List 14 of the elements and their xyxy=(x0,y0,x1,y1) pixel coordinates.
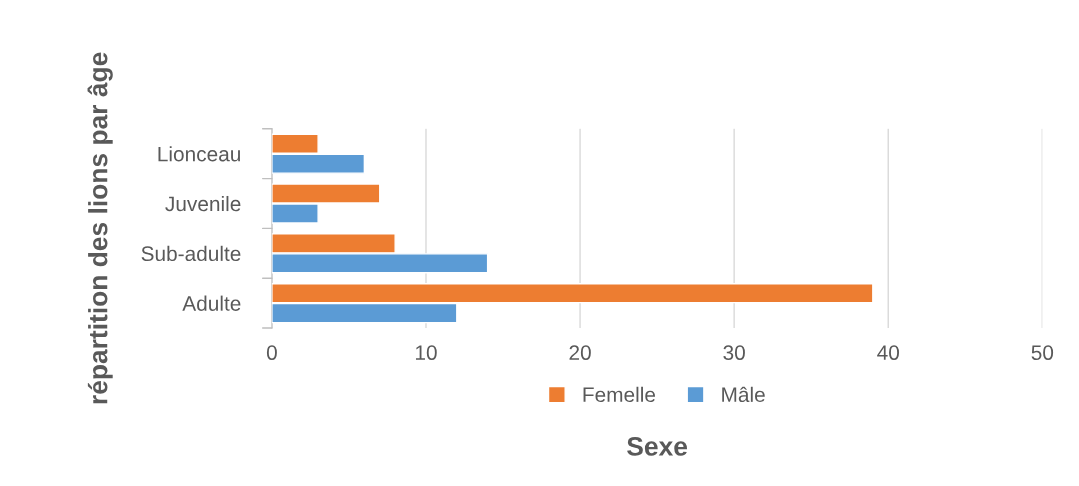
x-tick-label: 50 xyxy=(1031,345,1054,361)
x-tick-label: 20 xyxy=(569,345,591,361)
y-axis-title: répartition des lions par âge xyxy=(87,52,113,404)
x-tick-label: 10 xyxy=(415,345,437,361)
y-tick-label: Juvenile xyxy=(165,195,241,212)
y-tick-label: Adulte xyxy=(182,295,241,311)
legend-label: Femelle xyxy=(583,386,656,403)
x-axis-title: Sexe xyxy=(627,437,688,456)
legend-label: Mâle xyxy=(722,386,765,403)
x-tick-label: 30 xyxy=(723,345,745,361)
y-tick-label: Sub-adulte xyxy=(141,245,241,262)
x-tick-label: 40 xyxy=(877,345,900,361)
x-tick-label: 0 xyxy=(266,345,277,361)
y-tick-label: Lionceau xyxy=(158,146,240,162)
